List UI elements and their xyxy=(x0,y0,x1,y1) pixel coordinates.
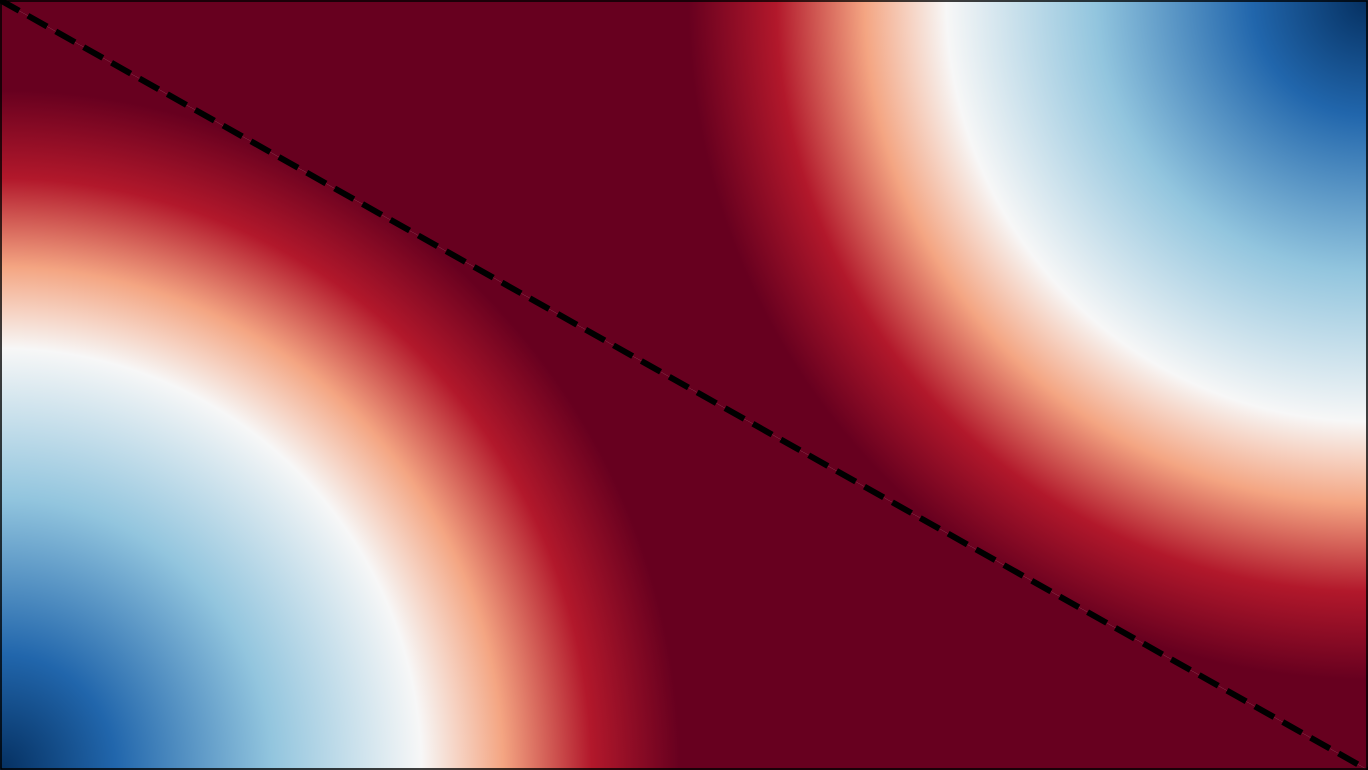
page: {"chart_data": {"type": "heatmap", "colo… xyxy=(0,0,1368,770)
chart xyxy=(0,0,1368,770)
overlay xyxy=(0,0,1368,770)
plot-frame xyxy=(0,0,1368,770)
diagonal-line xyxy=(0,0,1368,770)
